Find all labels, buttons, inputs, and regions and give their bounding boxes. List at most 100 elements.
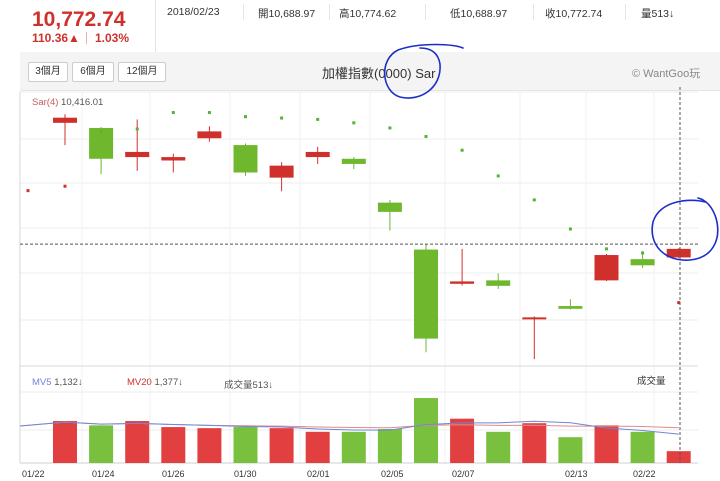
volume-bar [666, 451, 691, 463]
sar-point [207, 111, 211, 115]
range-12m-button[interactable]: 12個月 [118, 62, 166, 82]
x-tick-label: 02/05 [381, 469, 404, 479]
sar-point [352, 121, 356, 125]
sar-point [316, 117, 320, 121]
candle-up [450, 281, 475, 284]
divider [329, 4, 330, 20]
volume-bar [630, 431, 655, 463]
chart-overlay [20, 43, 719, 463]
volume-bar [450, 418, 475, 463]
candle-down [558, 306, 583, 309]
sar-point [532, 198, 536, 202]
close-stat: 收10,772.74 [545, 6, 602, 21]
copyright-text: © WantGoo玩 [632, 68, 701, 80]
volume-bar [161, 427, 186, 463]
volume-bar [486, 431, 511, 463]
range-3m-button[interactable]: 3個月 [28, 62, 68, 82]
moving-average-lines [19, 420, 679, 435]
volume-bar [269, 428, 294, 463]
sar-name: Sar(4) [32, 97, 59, 108]
candle-down [377, 202, 402, 212]
sar-series [26, 111, 681, 305]
mv5-line [19, 420, 679, 435]
volume-bar [125, 421, 150, 463]
divider [425, 4, 426, 20]
mv20-label: MV20 1,377↓ [127, 377, 183, 388]
volume-bar [594, 425, 619, 463]
sar-point [388, 126, 392, 130]
low-value: 10,688.97 [460, 8, 508, 20]
sar-point [99, 129, 103, 133]
volume-name: 成交量 [224, 380, 253, 391]
candle-down [233, 145, 258, 173]
sar-point [171, 111, 175, 115]
mv5-label: MV5 1,132↓ [32, 377, 83, 388]
x-tick-label: 01/26 [162, 469, 185, 479]
price-change-percent: 1.03% [95, 31, 130, 45]
x-tick-label: 01/30 [234, 469, 257, 479]
volume-bar [522, 423, 547, 463]
sar-point [280, 116, 284, 120]
candle-up [197, 131, 222, 139]
x-tick-label: 01/24 [92, 469, 115, 479]
chart-title: 加權指數(0000) Sar [322, 66, 436, 81]
sar-value: 10,416.01 [61, 97, 104, 108]
range-6m-button[interactable]: 6個月 [72, 62, 114, 82]
x-tick-label: 02/07 [452, 469, 475, 479]
open-stat: 開10,688.97 [258, 6, 315, 21]
sar-point [496, 174, 500, 178]
high-label: 高 [339, 8, 350, 20]
candle-up [522, 317, 547, 320]
candlestick-series [53, 114, 691, 360]
volume-bar [197, 428, 222, 463]
volume-axis-label: 成交量 [637, 376, 666, 387]
candle-up [125, 151, 150, 158]
volume-stat: 量513↓ [641, 6, 674, 21]
volume-value: 513↓ [651, 8, 675, 20]
price-summary: 10,772.74 110.36▲ 1.03% [0, 0, 156, 52]
volume-bar [233, 426, 258, 463]
candle-up [666, 248, 691, 258]
sar-indicator-label: Sar(4) 10,416.01 [32, 97, 103, 108]
candle-down [630, 259, 655, 266]
volume-indicator-value: 513↓ [252, 380, 274, 391]
volume-bar [305, 431, 330, 463]
sar-point [63, 184, 67, 188]
mv5-value: 1,132↓ [54, 377, 83, 388]
price-change: 110.36▲ [32, 31, 80, 45]
divider [243, 4, 244, 20]
volume-bar [89, 425, 114, 463]
candle-up [269, 165, 294, 178]
volume-bar [53, 421, 77, 463]
divider [86, 32, 87, 44]
x-tick-label: 02/01 [307, 469, 330, 479]
sar-point [677, 301, 681, 305]
high-value: 10,774.62 [349, 8, 397, 20]
volume-bar [558, 437, 583, 463]
volume-series [53, 398, 691, 463]
quote-date: 2018/02/23 [167, 6, 220, 18]
candle-down [89, 127, 114, 159]
volume-indicator-label: 成交量513↓ [224, 377, 273, 391]
annotation-circle [383, 43, 464, 99]
divider [625, 4, 626, 20]
mv20-name: MV20 [127, 377, 152, 388]
volume-bar [377, 429, 402, 463]
mv20-line [19, 421, 679, 429]
open-value: 10,688.97 [268, 8, 316, 20]
sar-point [244, 115, 247, 119]
x-tick-label: 01/22 [22, 469, 45, 479]
quote-header: 10,772.74 110.36▲ 1.03% 2018/02/23 開10,6… [0, 0, 720, 53]
candle-up [161, 157, 186, 161]
sar-point [605, 247, 608, 251]
low-label: 低 [450, 8, 461, 20]
chart-toolbar: 3個月 6個月 12個月 加權指數(0000) Sar © WantGoo玩 [20, 52, 720, 91]
low-stat: 低10,688.97 [450, 6, 507, 21]
annotation-circle [651, 197, 719, 261]
x-tick-label: 02/22 [633, 469, 656, 479]
last-price: 10,772.74 [32, 8, 126, 31]
sar-point [568, 227, 572, 231]
volume-bar [414, 398, 438, 463]
high-stat: 高10,774.62 [339, 6, 396, 21]
